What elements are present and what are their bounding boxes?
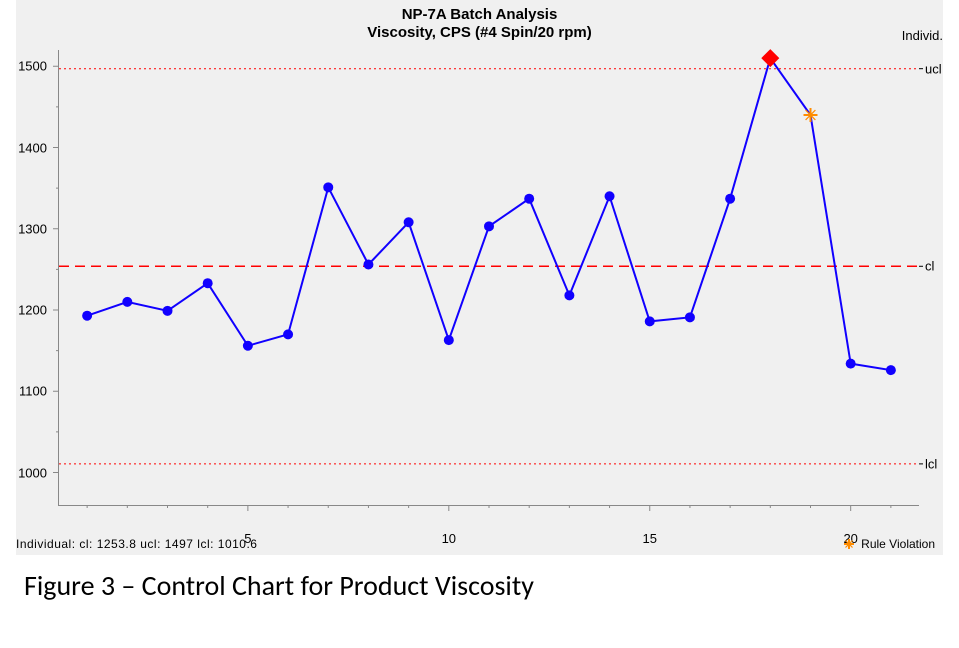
legend-label: Rule Violation	[861, 537, 935, 551]
figure-frame: { "title_line1": "NP-7A Batch Analysis",…	[0, 0, 959, 648]
figure-caption: Figure 3 – Control Chart for Product Vis…	[24, 568, 534, 603]
rule-violation-icon	[843, 538, 855, 550]
chart-panel: NP-7A Batch Analysis Viscosity, CPS (#4 …	[16, 0, 943, 555]
chart-title: NP-7A Batch Analysis Viscosity, CPS (#4 …	[16, 6, 943, 42]
limit-labels: ucl cl lcl	[919, 50, 947, 505]
chart-title-line2: Viscosity, CPS (#4 Spin/20 rpm)	[16, 24, 943, 42]
ucl-label: ucl	[923, 61, 942, 76]
x-tick-label: 10	[442, 531, 456, 546]
legend: Rule Violation	[843, 537, 935, 551]
plot-area: 100011001200130014001500 5101520 uclcllc…	[58, 50, 919, 506]
y-tick-label: 1200	[18, 303, 47, 318]
cl-label: cl	[923, 259, 934, 274]
y-tick-label: 1400	[18, 140, 47, 155]
y-tick-label: 1500	[18, 59, 47, 74]
chart-svg	[59, 50, 919, 505]
chart-title-line1: NP-7A Batch Analysis	[16, 6, 943, 24]
stats-line: Individual: cl: 1253.8 ucl: 1497 lcl: 10…	[16, 537, 257, 551]
chart-corner-label: Individ.	[902, 28, 943, 43]
lcl-label: lcl	[923, 456, 937, 471]
y-tick-label: 1100	[19, 384, 47, 399]
x-tick-label: 15	[643, 531, 657, 546]
y-tick-label: 1000	[18, 465, 47, 480]
y-tick-label: 1300	[18, 221, 47, 236]
